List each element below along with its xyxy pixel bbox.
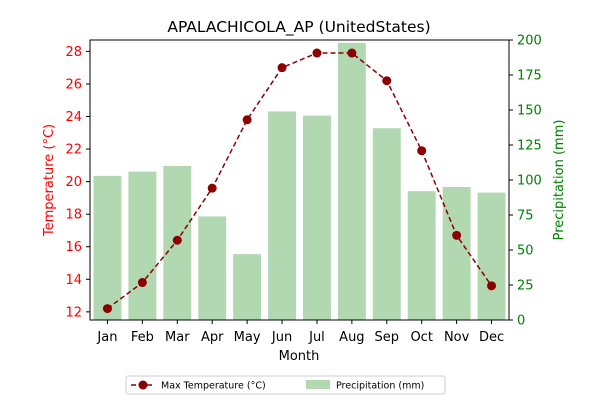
y-left-tick-label: 14 bbox=[65, 273, 82, 288]
temperature-point-oct bbox=[417, 146, 427, 156]
legend-bar-swatch bbox=[306, 380, 330, 389]
y-axis-left: 12 14 16 18 20 22 24 26 28 bbox=[65, 45, 90, 320]
temperature-point-may bbox=[242, 115, 252, 125]
temperature-line-series bbox=[102, 48, 497, 314]
temperature-point-sep bbox=[382, 76, 392, 86]
legend-marker-swatch bbox=[138, 380, 148, 390]
x-tick-label: Jun bbox=[271, 330, 292, 345]
x-axis: Jan Feb Mar Apr May Jun Jul Aug Sep Oct Nov Dec bbox=[96, 320, 504, 345]
precipitation-bar-jan bbox=[93, 175, 122, 320]
y-left-tick-label: 12 bbox=[65, 305, 82, 320]
temperature-line bbox=[107, 52, 493, 310]
chart-title: APALACHICOLA_AP (UnitedStates) bbox=[167, 18, 430, 37]
x-tick-label: Jan bbox=[96, 330, 117, 345]
x-tick-label: Jul bbox=[308, 330, 325, 345]
y-left-tick-label: 24 bbox=[65, 110, 82, 125]
x-axis-label: Month bbox=[279, 349, 320, 364]
x-tick-label: Oct bbox=[410, 330, 432, 345]
temperature-point-dec bbox=[487, 281, 497, 291]
y-left-tick-label: 28 bbox=[65, 45, 82, 60]
y-axis-right-label: Precipitation (mm) bbox=[552, 120, 567, 241]
x-tick-label: May bbox=[234, 330, 261, 345]
x-tick-label: Mar bbox=[165, 330, 190, 345]
y-right-tick-label: 50 bbox=[517, 244, 534, 259]
x-tick-label: Apr bbox=[201, 330, 224, 345]
x-tick-label: Nov bbox=[444, 330, 470, 345]
precipitation-bars bbox=[93, 42, 506, 321]
legend-box bbox=[125, 375, 446, 395]
y-axis-left-label: Temperature (°C) bbox=[42, 124, 57, 237]
precipitation-bar-may bbox=[233, 254, 262, 320]
temperature-point-mar bbox=[172, 235, 182, 245]
y-right-tick-label: 0 bbox=[517, 314, 525, 329]
y-right-tick-label: 175 bbox=[517, 69, 542, 84]
y-right-tick-label: 25 bbox=[517, 279, 534, 294]
x-tick-label: Dec bbox=[479, 330, 504, 345]
y-right-tick-label: 75 bbox=[517, 209, 534, 224]
y-right-tick-label: 125 bbox=[517, 139, 542, 154]
temperature-point-aug bbox=[347, 48, 357, 58]
legend-label-temperature: Max Temperature (°C) bbox=[161, 381, 266, 392]
x-tick-label: Sep bbox=[375, 330, 400, 345]
precipitation-bar-jun bbox=[268, 111, 297, 321]
temperature-point-jan bbox=[102, 304, 112, 314]
precipitation-bar-nov bbox=[442, 187, 471, 320]
y-axis-right: 0 25 50 75 100 125 150 175 200 bbox=[509, 34, 542, 329]
precipitation-bar-apr bbox=[198, 216, 227, 320]
temperature-point-feb bbox=[137, 278, 147, 288]
precipitation-bar-sep bbox=[372, 128, 401, 320]
precipitation-bar-oct bbox=[407, 191, 436, 320]
y-left-tick-label: 20 bbox=[65, 175, 82, 190]
y-right-tick-label: 200 bbox=[517, 34, 542, 49]
precipitation-bar-aug bbox=[337, 42, 366, 321]
legend: Max Temperature (°C) Precipitation (mm) bbox=[125, 375, 446, 395]
x-tick-label: Aug bbox=[339, 330, 364, 345]
temperature-point-apr bbox=[207, 183, 217, 193]
y-left-tick-label: 22 bbox=[65, 143, 82, 158]
temperature-point-jul bbox=[312, 48, 322, 58]
y-right-tick-label: 100 bbox=[517, 174, 542, 189]
x-tick-label: Feb bbox=[131, 330, 154, 345]
y-left-tick-label: 26 bbox=[65, 77, 82, 92]
precipitation-bar-jul bbox=[302, 115, 331, 320]
y-left-tick-label: 18 bbox=[65, 208, 82, 223]
temperature-point-nov bbox=[452, 230, 462, 240]
y-left-tick-label: 16 bbox=[65, 240, 82, 255]
precipitation-bar-dec bbox=[477, 192, 506, 320]
precipitation-bar-feb bbox=[128, 171, 157, 320]
y-right-tick-label: 150 bbox=[517, 104, 542, 119]
legend-label-precipitation: Precipitation (mm) bbox=[336, 381, 424, 392]
temperature-point-jun bbox=[277, 63, 287, 73]
